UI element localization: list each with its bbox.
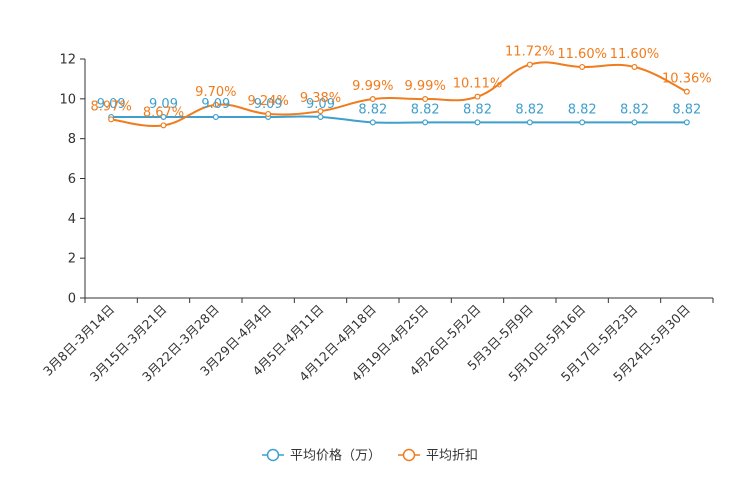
series-2-point	[683, 88, 690, 95]
legend-label-2: 平均折扣	[426, 449, 478, 464]
legend-marker-1	[266, 448, 280, 462]
series-2-point	[108, 116, 115, 123]
series-2-point	[474, 93, 481, 100]
y-tick-label: 8	[68, 132, 76, 147]
series-2-point	[422, 96, 429, 103]
y-tick-label: 0	[68, 292, 76, 307]
series-1-point	[631, 119, 638, 126]
series-2-point	[526, 61, 533, 68]
series-line-2	[111, 61, 688, 127]
series-2-data-label: 10.11%	[453, 77, 503, 92]
legend-label-1: 平均价格（万）	[290, 448, 381, 464]
series-1-data-label: 9.09	[254, 97, 283, 112]
series-2-data-label: 9.99%	[352, 79, 393, 94]
series-2-data-label: 10.36%	[662, 72, 712, 87]
series-2-point	[212, 101, 219, 108]
y-tick-label: 6	[68, 172, 76, 187]
y-tick-label: 4	[68, 212, 76, 227]
series-2-data-label: 11.72%	[505, 45, 555, 60]
series-2-point	[317, 108, 324, 115]
series-1-point	[422, 119, 429, 126]
series-1-point	[369, 119, 376, 126]
series-1-data-label: 8.82	[358, 102, 387, 117]
series-2-data-label: 9.70%	[195, 85, 236, 100]
series-1-data-label: 9.09	[149, 97, 178, 112]
series-2-data-label: 11.60%	[610, 47, 660, 62]
series-1-data-label: 8.82	[672, 102, 701, 117]
series-2-point	[631, 63, 638, 70]
series-2-data-label: 9.24%	[248, 94, 289, 109]
series-1-point	[317, 113, 324, 120]
series-line-1	[111, 115, 687, 124]
series-1-point	[474, 119, 481, 126]
series-2-data-label: 9.99%	[405, 79, 446, 94]
series-1-data-label: 8.82	[620, 102, 649, 117]
series-2-data-label: 8.67%	[143, 105, 184, 120]
series-2-data-label: 11.60%	[557, 47, 607, 62]
series-1-data-label: 8.82	[411, 102, 440, 117]
series-2-data-label: 9.38%	[300, 91, 341, 106]
legend-marker-2	[402, 448, 416, 462]
series-1-data-label: 9.09	[201, 97, 230, 112]
series-2-point	[160, 122, 167, 129]
series-1-data-label: 8.82	[515, 102, 544, 117]
series-1-data-label: 9.09	[97, 97, 126, 112]
series-1-point	[526, 119, 533, 126]
series-2-point	[369, 96, 376, 103]
series-1-data-label: 8.82	[568, 102, 597, 117]
series-1-data-label: 8.82	[463, 102, 492, 117]
series-1-point	[212, 113, 219, 120]
series-2-data-label: 8.97%	[91, 99, 132, 114]
series-2-point	[265, 110, 272, 117]
series-1-point	[160, 113, 167, 120]
y-tick-label: 2	[68, 252, 76, 267]
series-1-data-label: 9.09	[306, 97, 335, 112]
y-tick-label: 12	[59, 53, 76, 68]
series-2-point	[579, 63, 586, 70]
y-tick-label: 10	[59, 92, 76, 107]
series-1-point	[683, 119, 690, 126]
series-1-point	[579, 119, 586, 126]
